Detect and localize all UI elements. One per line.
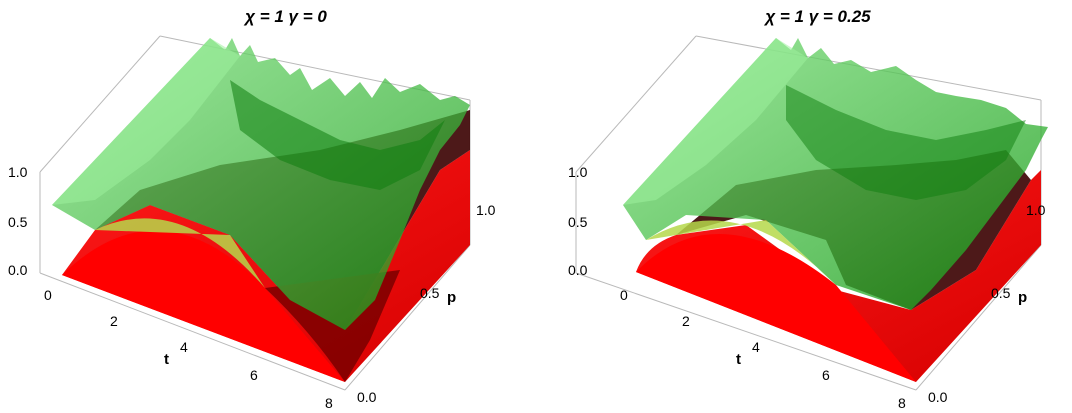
y-tick-label: 0.0	[357, 389, 377, 405]
x-axis-ticks: 0 2 4 6 8	[620, 287, 906, 411]
y-axis-label: p	[1018, 289, 1027, 306]
z-tick-label: 0.5	[8, 214, 28, 230]
z-tick-label: 0.0	[568, 262, 588, 278]
y-tick-label: 1.0	[1026, 202, 1046, 218]
y-tick-label: 0.5	[420, 285, 440, 301]
x-tick-label: 6	[822, 367, 830, 383]
x-tick-label: 2	[682, 313, 690, 329]
x-tick-label: 2	[110, 313, 118, 329]
z-axis-ticks: 1.0 0.5 0.0	[8, 164, 28, 278]
y-tick-label: 0.0	[928, 389, 948, 405]
plot-panel-right: χ = 1 γ = 0.25 1.0 0.5 0.0 0 2 4 6 8 t 0…	[536, 0, 1072, 413]
y-tick-label: 0.5	[991, 285, 1011, 301]
y-tick-label: 1.0	[476, 202, 496, 218]
chart-title: χ = 1 γ = 0.25	[763, 7, 871, 26]
chart-title: χ = 1 γ = 0	[243, 7, 327, 26]
x-axis-label: t	[736, 351, 741, 368]
x-tick-label: 4	[752, 339, 760, 355]
z-tick-label: 1.0	[8, 164, 28, 180]
surface-plot-right: χ = 1 γ = 0.25 1.0 0.5 0.0 0 2 4 6 8 t 0…	[568, 7, 1048, 411]
y-axis-ticks: 0.0 0.5 1.0	[357, 202, 496, 405]
y-axis-label: p	[447, 289, 456, 306]
x-tick-label: 8	[898, 395, 906, 411]
x-tick-label: 0	[44, 287, 52, 303]
z-tick-label: 0.0	[8, 262, 28, 278]
green-surface	[623, 38, 1048, 310]
x-axis-ticks: 0 2 4 6 8	[44, 287, 333, 411]
plot-panel-left: χ = 1 γ = 0 1.0 0.5 0.0 0 2 4 6 8 t 0.0 …	[8, 7, 496, 411]
surface-plot-left: χ = 1 γ = 0 1.0 0.5 0.0 0 2 4 6 8 t 0.0 …	[8, 7, 496, 411]
green-surface	[52, 38, 470, 330]
x-tick-label: 8	[325, 395, 333, 411]
z-tick-label: 1.0	[568, 164, 588, 180]
x-axis-label: t	[164, 351, 169, 368]
y-axis-ticks: 0.0 0.5 1.0	[928, 202, 1046, 405]
z-axis-ticks: 1.0 0.5 0.0	[568, 164, 588, 278]
x-tick-label: 0	[620, 287, 628, 303]
x-tick-label: 6	[250, 367, 258, 383]
z-tick-label: 0.5	[568, 214, 588, 230]
x-tick-label: 4	[180, 339, 188, 355]
